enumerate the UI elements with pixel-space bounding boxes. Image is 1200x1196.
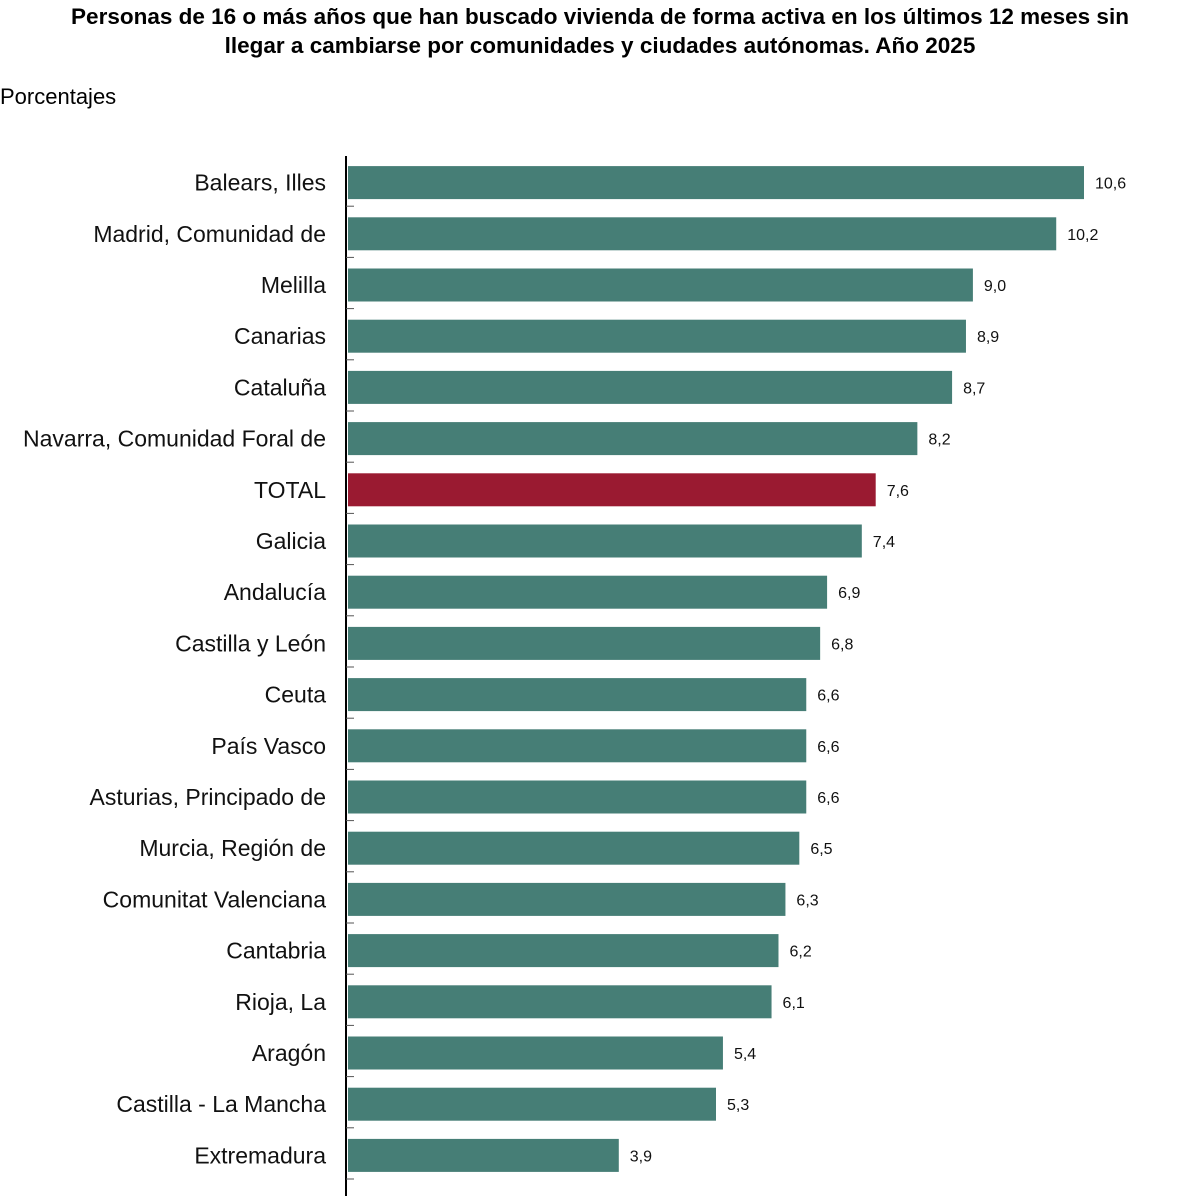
- value-label: 3,9: [630, 1148, 652, 1165]
- category-label: Madrid, Comunidad de: [93, 221, 326, 247]
- bar: [348, 1138, 619, 1172]
- category-label: Balears, Illes: [194, 170, 326, 196]
- chart-title-line-2: llegar a cambiarse por comunidades y ciu…: [224, 33, 976, 58]
- value-label: 10,2: [1067, 227, 1098, 244]
- bar: [348, 626, 821, 660]
- value-label: 8,9: [977, 329, 999, 346]
- bar: [348, 678, 807, 712]
- bar: [348, 524, 862, 558]
- chart-title: Personas de 16 o más años que han buscad…: [0, 2, 1200, 60]
- value-label: 6,6: [817, 739, 839, 756]
- value-label: 6,3: [796, 892, 818, 909]
- category-label: Asturias, Principado de: [89, 784, 326, 810]
- category-label: Castilla - La Mancha: [116, 1091, 326, 1117]
- value-label: 6,8: [831, 636, 853, 653]
- value-label: 10,6: [1095, 176, 1126, 193]
- bar: [348, 882, 786, 916]
- value-label: 8,7: [963, 380, 985, 397]
- bar: [348, 217, 1057, 251]
- bar: [348, 319, 966, 353]
- category-label: Navarra, Comunidad Foral de: [23, 426, 326, 452]
- category-label: TOTAL: [254, 477, 326, 503]
- value-label: 5,4: [734, 1046, 756, 1063]
- category-label: Galicia: [256, 528, 327, 554]
- value-label: 6,5: [810, 841, 832, 858]
- value-label: 6,2: [789, 944, 811, 961]
- bar: [348, 575, 828, 609]
- bar: [348, 268, 973, 302]
- value-label: 6,9: [838, 585, 860, 602]
- bar: [348, 831, 800, 865]
- value-label: 5,3: [727, 1097, 749, 1114]
- value-label: 8,2: [928, 432, 950, 449]
- value-label: 6,6: [817, 688, 839, 705]
- category-label: Andalucía: [224, 579, 327, 605]
- bar: [348, 934, 779, 968]
- bar: [348, 1036, 723, 1070]
- bar-total: [348, 473, 876, 507]
- value-label: 7,4: [873, 534, 895, 551]
- value-label: 6,6: [817, 790, 839, 807]
- value-label: 6,1: [783, 995, 805, 1012]
- bar: [348, 370, 953, 404]
- value-label: 9,0: [984, 278, 1006, 295]
- unit-label: Porcentajes: [0, 84, 117, 109]
- bar: [348, 1087, 716, 1121]
- category-label: Castilla y León: [175, 630, 326, 656]
- bar: [348, 780, 807, 814]
- category-label: Aragón: [252, 1040, 326, 1066]
- category-label: Extremadura: [194, 1142, 326, 1168]
- category-label: Melilla: [261, 272, 326, 298]
- category-label: Canarias: [234, 323, 326, 349]
- category-label: Comunitat Valenciana: [103, 886, 327, 912]
- bar: [348, 729, 807, 763]
- category-label: País Vasco: [211, 733, 326, 759]
- bar: [348, 422, 918, 456]
- category-label: Cataluña: [234, 374, 326, 400]
- chart-title-line-1: Personas de 16 o más años que han buscad…: [71, 4, 1129, 29]
- value-label: 7,6: [887, 483, 909, 500]
- bar: [348, 985, 772, 1019]
- category-label: Murcia, Región de: [139, 835, 326, 861]
- category-label: Ceuta: [265, 682, 327, 708]
- category-label: Cantabria: [226, 938, 326, 964]
- category-label: Rioja, La: [235, 989, 326, 1015]
- bar: [348, 166, 1084, 200]
